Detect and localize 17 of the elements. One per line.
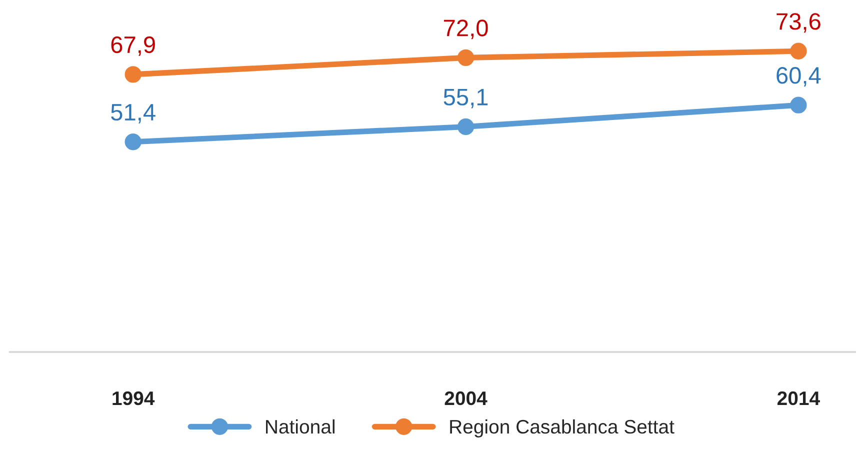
point [457,118,474,136]
data-label: 73,6 [776,13,820,33]
point [124,134,142,150]
data-label: 55,1 [444,88,488,108]
legend-label: Region Casablanca Settat [450,419,674,438]
data-label: 60,4 [776,67,821,87]
data-label: 72,0 [444,20,488,40]
x-tick-label: 2004 [444,391,488,406]
x-tick-label: 1994 [112,391,155,406]
point [124,66,142,83]
legend-label: National [266,419,334,434]
point [790,42,807,60]
data-label: 67,9 [111,36,155,56]
point [790,96,807,114]
data-label: 51,4 [111,104,156,124]
point [457,49,474,66]
x-tick-label: 2014 [777,391,820,406]
